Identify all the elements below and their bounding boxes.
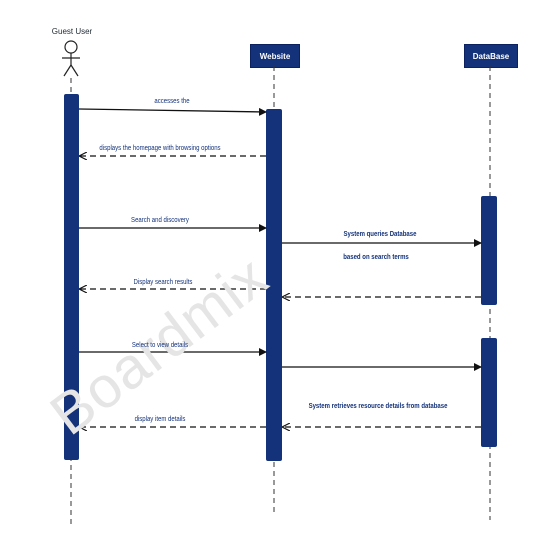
website-participant-label: Website	[259, 51, 291, 61]
database-participant-box[interactable]: DataBase	[464, 44, 518, 68]
database-participant-label: DataBase	[472, 51, 510, 61]
message-label-accesses: accesses the	[154, 98, 190, 105]
message-label-retrieve-details: System retrieves resource details from d…	[308, 403, 448, 410]
message-label-displays-homepage: displays the homepage with browsing opti…	[99, 145, 221, 152]
website-participant-box[interactable]: Website	[250, 44, 300, 68]
website-activation-bar[interactable]	[266, 109, 282, 461]
message-label-display-item: display item details	[134, 416, 186, 423]
message-arrow-accesses[interactable]	[78, 107, 267, 116]
guest-user-label: Guest User	[51, 27, 93, 36]
database-activation-bar-2[interactable]	[481, 338, 497, 447]
message-label-search-discovery: Search and discovery	[131, 217, 189, 224]
message-label-search-terms: based on search terms	[343, 254, 409, 261]
message-label-display-results: Display search results	[133, 279, 193, 286]
message-label-select-details: Select to view details	[131, 342, 189, 349]
message-label-query-database: System queries Database	[343, 231, 417, 238]
guest-user-activation-bar[interactable]	[64, 94, 79, 460]
guest-user-actor-icon	[62, 40, 80, 77]
database-activation-bar-1[interactable]	[481, 196, 497, 305]
